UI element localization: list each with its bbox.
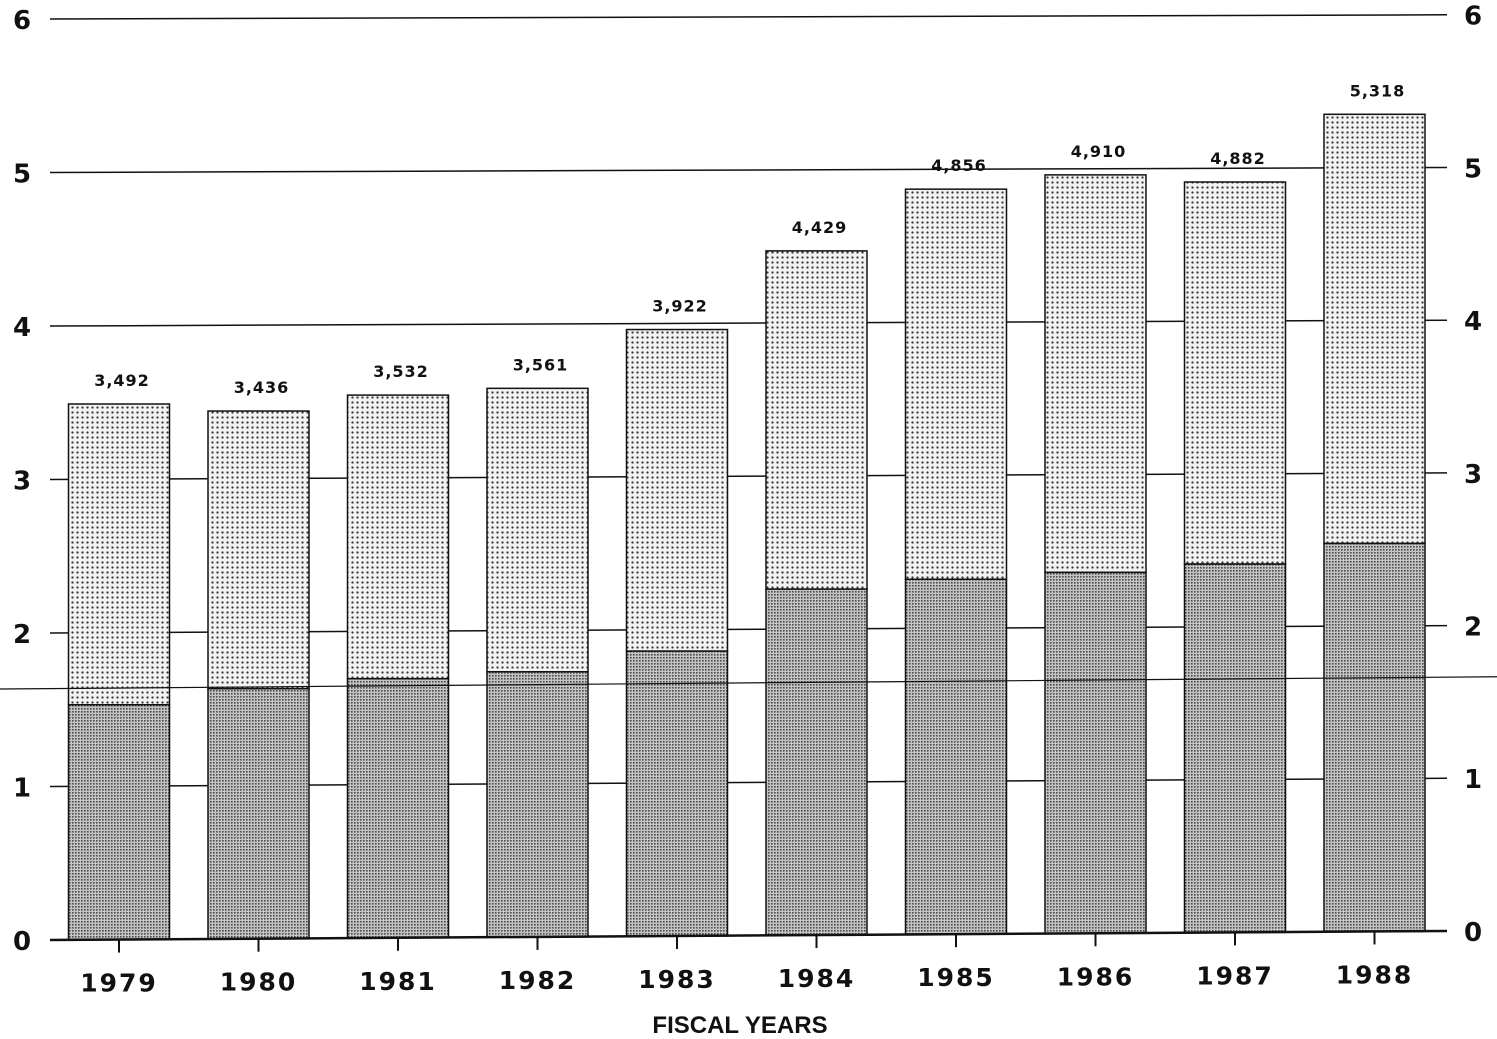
total-label-1986: 4,910 xyxy=(1071,142,1127,161)
total-label-1988: 5,318 xyxy=(1350,81,1406,100)
bar-upper-1988 xyxy=(1323,113,1426,545)
bar-upper-1985 xyxy=(904,188,1008,580)
total-label-1979: 3,492 xyxy=(94,371,150,390)
bar-upper-1987 xyxy=(1183,181,1287,565)
bar-lower-1982 xyxy=(486,671,589,938)
bar-upper-1984 xyxy=(765,250,868,590)
bar-upper-1981 xyxy=(346,394,450,680)
y-tick-label-right-2: 2 xyxy=(1464,612,1482,642)
y-tick-label-left-1: 1 xyxy=(13,774,31,804)
y-tick-label-right-3: 3 xyxy=(1464,460,1482,490)
total-label-1983: 3,922 xyxy=(652,297,708,316)
gridline-5 xyxy=(49,166,1448,174)
y-tick-label-left-4: 4 xyxy=(13,313,31,343)
bar-lower-1985 xyxy=(904,578,1008,935)
x-tick-label-1987: 1987 xyxy=(1196,961,1274,990)
bar-lower-1988 xyxy=(1323,542,1426,933)
total-label-1981: 3,532 xyxy=(373,362,429,381)
x-tick-label-1983: 1983 xyxy=(638,965,716,994)
y-tick-label-left-0: 0 xyxy=(13,927,31,957)
x-tick-label-1980: 1980 xyxy=(220,968,298,997)
gridline-6 xyxy=(49,14,1448,20)
x-tick-label-1979: 1979 xyxy=(80,969,158,998)
y-tick-label-left-5: 5 xyxy=(13,160,31,190)
reference-line xyxy=(0,676,1497,690)
y-tick-label-left-3: 3 xyxy=(13,467,31,497)
bar-lower-1981 xyxy=(346,677,450,939)
bar-upper-1983 xyxy=(625,328,729,652)
bar-upper-1979 xyxy=(67,403,171,706)
reference-line-layer xyxy=(0,676,1497,690)
bar-upper-1982 xyxy=(486,387,589,673)
x-tick-label-1985: 1985 xyxy=(917,963,995,992)
bar-lower-1987 xyxy=(1183,563,1287,934)
labels: 1979 3,492 1980 3,436 1981 3,532 1982 3,561 1983… xyxy=(13,2,1482,998)
y-tick-label-right-0: 0 xyxy=(1464,918,1482,948)
y-tick-label-right-4: 4 xyxy=(1464,307,1482,337)
y-tick-label-right-5: 5 xyxy=(1464,154,1482,184)
x-axis-title: FISCAL YEARS xyxy=(652,1012,827,1039)
y-tick-label-left-2: 2 xyxy=(13,620,31,650)
axes xyxy=(49,929,1448,953)
x-tick-label-1986: 1986 xyxy=(1057,962,1135,991)
bar-upper-1980 xyxy=(207,410,310,690)
bar-lower-1984 xyxy=(765,588,868,936)
total-label-1982: 3,561 xyxy=(513,355,569,374)
total-label-1984: 4,429 xyxy=(792,218,848,237)
bar-upper-1986 xyxy=(1044,174,1147,574)
x-tick-label-1984: 1984 xyxy=(778,964,856,993)
total-label-1987: 4,882 xyxy=(1210,149,1266,168)
y-tick-label-left-6: 6 xyxy=(13,6,31,36)
bar-lower-1980 xyxy=(207,687,310,940)
total-label-1980: 3,436 xyxy=(234,378,290,397)
total-label-1985: 4,856 xyxy=(931,156,987,175)
x-axis-baseline xyxy=(49,929,1448,942)
bar-lower-1979 xyxy=(67,704,171,941)
y-tick-label-right-6: 6 xyxy=(1464,2,1482,32)
bars xyxy=(67,113,1426,941)
y-tick-label-right-1: 1 xyxy=(1464,765,1482,795)
bar-lower-1986 xyxy=(1044,571,1147,935)
bar-lower-1983 xyxy=(625,650,729,937)
x-tick-label-1981: 1981 xyxy=(359,967,437,996)
x-tick-label-1982: 1982 xyxy=(499,966,577,995)
x-tick-label-1988: 1988 xyxy=(1336,960,1414,989)
